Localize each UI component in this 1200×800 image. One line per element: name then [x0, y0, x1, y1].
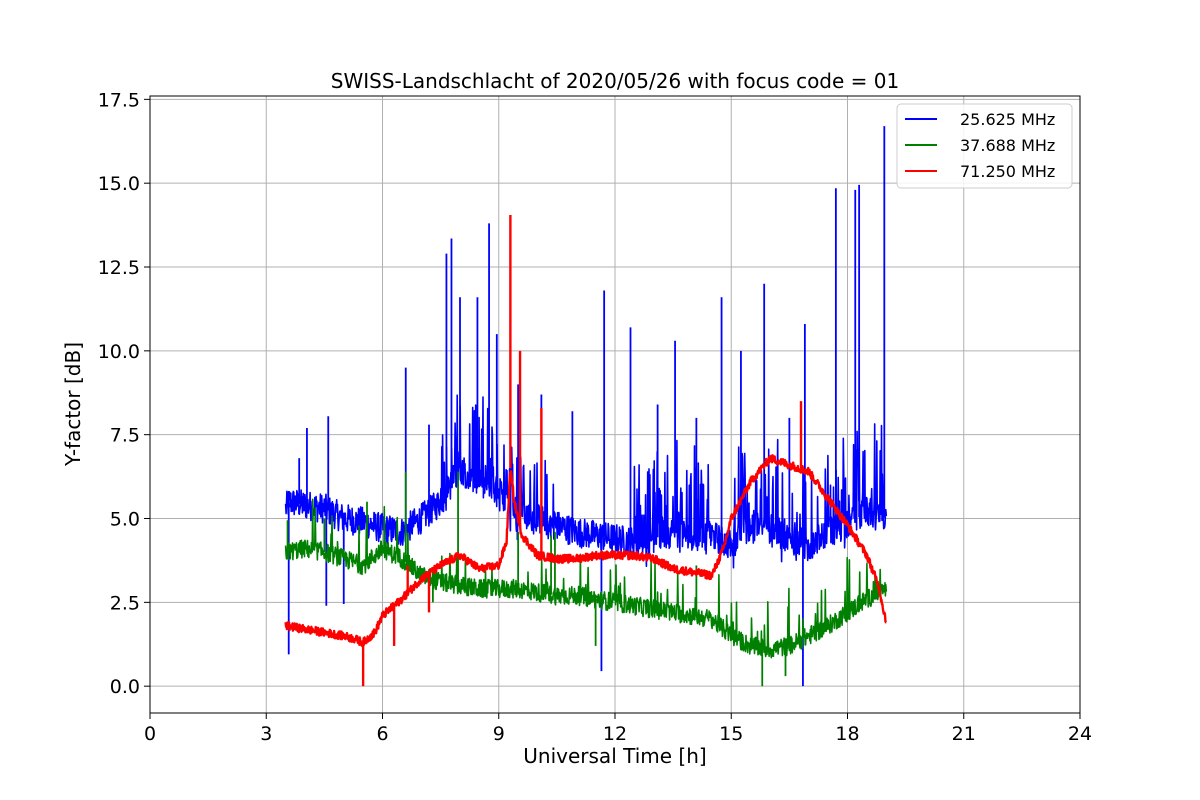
legend: 25.625 MHz 37.688 MHz 71.250 MHz [896, 103, 1073, 189]
x-axis: 0 3 6 9 12 15 18 21 24 [144, 713, 1092, 745]
y-tick-label: 5.0 [110, 509, 140, 531]
x-tick-label: 18 [835, 723, 859, 745]
x-tick-label: 24 [1068, 723, 1092, 745]
chart-title: SWISS-Landschlacht of 2020/05/26 with fo… [331, 69, 899, 93]
legend-label: 37.688 MHz [960, 136, 1055, 155]
grid [149, 96, 1081, 713]
x-tick-label: 3 [260, 723, 272, 745]
y-tick-label: 7.5 [110, 425, 140, 447]
x-tick-label: 15 [719, 723, 743, 745]
series-line [284, 454, 887, 648]
series-layer [284, 126, 888, 687]
y-tick-label: 0.0 [110, 676, 140, 698]
x-tick-label: 9 [493, 723, 505, 745]
series-25-625-MHz [284, 126, 888, 687]
x-tick-label: 12 [603, 723, 627, 745]
series-line [284, 498, 888, 659]
y-tick-label: 2.5 [110, 592, 140, 614]
series-37-688-MHz [284, 471, 888, 687]
series-71-250-MHz [284, 215, 887, 687]
y-tick-label: 15.0 [98, 173, 140, 195]
x-tick-label: 21 [952, 723, 976, 745]
y-tick-label: 17.5 [98, 89, 140, 111]
legend-box [896, 103, 1073, 189]
legend-label: 71.250 MHz [960, 162, 1055, 181]
x-tick-label: 0 [144, 723, 156, 745]
series-line [284, 394, 888, 569]
y-axis-label: Y-factor [dB] [61, 342, 85, 467]
x-axis-label: Universal Time [h] [523, 744, 706, 768]
legend-label: 25.625 MHz [960, 110, 1055, 129]
y-axis: 0.0 2.5 5.0 7.5 10.0 12.5 15.0 17.5 [98, 89, 150, 698]
y-tick-label: 10.0 [98, 341, 140, 363]
y-tick-label: 12.5 [98, 257, 140, 279]
x-tick-label: 6 [376, 723, 388, 745]
